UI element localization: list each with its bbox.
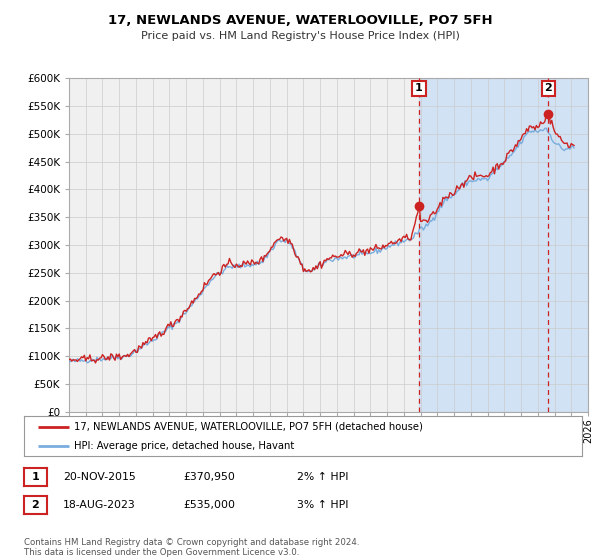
Text: 2: 2 xyxy=(32,500,39,510)
Text: Contains HM Land Registry data © Crown copyright and database right 2024.
This d: Contains HM Land Registry data © Crown c… xyxy=(24,538,359,557)
Text: 1: 1 xyxy=(415,83,423,94)
Bar xyxy=(419,78,600,412)
Text: £370,950: £370,950 xyxy=(183,472,235,482)
Text: 17, NEWLANDS AVENUE, WATERLOOVILLE, PO7 5FH: 17, NEWLANDS AVENUE, WATERLOOVILLE, PO7 … xyxy=(107,14,493,27)
Text: 2% ↑ HPI: 2% ↑ HPI xyxy=(297,472,349,482)
Text: 18-AUG-2023: 18-AUG-2023 xyxy=(63,500,136,510)
Text: Price paid vs. HM Land Registry's House Price Index (HPI): Price paid vs. HM Land Registry's House … xyxy=(140,31,460,41)
Text: 1: 1 xyxy=(32,472,39,482)
Text: 17, NEWLANDS AVENUE, WATERLOOVILLE, PO7 5FH (detached house): 17, NEWLANDS AVENUE, WATERLOOVILLE, PO7 … xyxy=(74,422,423,432)
Text: 3% ↑ HPI: 3% ↑ HPI xyxy=(297,500,349,510)
Text: 2: 2 xyxy=(544,83,552,94)
Text: HPI: Average price, detached house, Havant: HPI: Average price, detached house, Hava… xyxy=(74,441,295,450)
Text: £535,000: £535,000 xyxy=(183,500,235,510)
Text: 20-NOV-2015: 20-NOV-2015 xyxy=(63,472,136,482)
